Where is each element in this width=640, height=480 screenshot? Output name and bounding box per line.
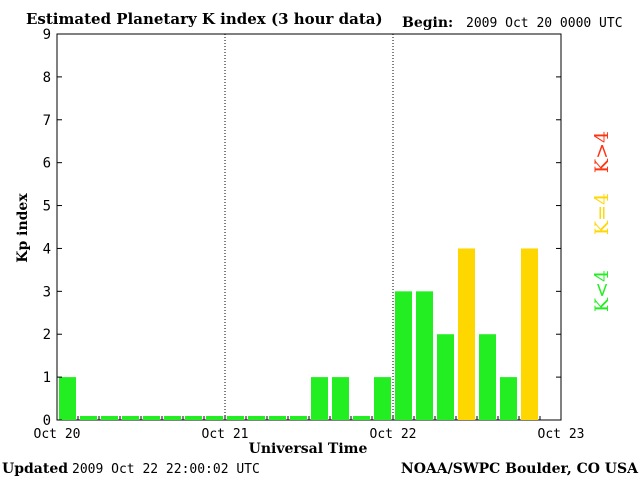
kp-bar: [437, 334, 454, 420]
kp-bar: [479, 334, 496, 420]
x-tick-label: Oct 23: [538, 427, 585, 442]
kp-bar: [353, 416, 370, 420]
x-axis-label: Universal Time: [249, 441, 368, 457]
legend-k-greater-4: K>4: [591, 131, 613, 173]
y-tick-label: 4: [43, 241, 51, 257]
kp-bar: [269, 416, 286, 420]
kp-bar: [500, 377, 517, 420]
kp-bar: [227, 416, 244, 420]
begin-label: Begin:: [402, 15, 453, 31]
source-credit: NOAA/SWPC Boulder, CO USA: [401, 461, 639, 477]
y-tick-label: 0: [43, 413, 51, 429]
kp-bar: [59, 377, 76, 420]
y-axis-ticks: 0 1 2 3 4 5 6 7 8 9: [43, 27, 561, 429]
bars: [59, 248, 538, 420]
legend-k-less-4: K<4: [591, 270, 613, 312]
y-tick-label: 3: [43, 284, 51, 300]
kp-bar: [395, 291, 412, 420]
x-tick-label: Oct 22: [370, 427, 417, 442]
updated-label: Updated: [2, 461, 68, 477]
kp-bar: [248, 416, 265, 420]
day-gridlines: [224, 34, 394, 420]
x-tick-label: Oct 20: [34, 427, 81, 442]
y-tick-label: 1: [43, 370, 51, 386]
y-tick-label: 5: [43, 199, 51, 215]
y-tick-label: 2: [43, 327, 51, 343]
kp-bar: [416, 291, 433, 420]
chart-title: Estimated Planetary K index (3 hour data…: [26, 10, 383, 28]
kp-bar: [122, 416, 139, 420]
kp-bar: [521, 248, 538, 420]
kp-bar: [143, 416, 160, 420]
kp-bar: [185, 416, 202, 420]
y-tick-label: 8: [43, 70, 51, 86]
updated-value: 2009 Oct 22 22:00:02 UTC: [72, 462, 260, 477]
kp-bar: [458, 248, 475, 420]
y-tick-label: 9: [43, 27, 51, 43]
y-axis-label: Kp index: [15, 193, 31, 263]
x-tick-label: Oct 21: [202, 427, 249, 442]
y-tick-label: 7: [43, 113, 51, 129]
kp-bar: [311, 377, 328, 420]
kp-bar: [374, 377, 391, 420]
kp-bar: [101, 416, 118, 420]
legend-k-equal-4: K=4: [591, 193, 613, 235]
x-axis-ticks: Oct 20 Oct 21 Oct 22 Oct 23: [34, 416, 585, 442]
kp-bar: [290, 416, 307, 420]
kp-bar: [332, 377, 349, 420]
y-tick-label: 6: [43, 156, 51, 172]
begin-value: 2009 Oct 20 0000 UTC: [466, 16, 623, 31]
kp-bar: [206, 416, 223, 420]
kp-bar: [164, 416, 181, 420]
kp-bar: [80, 416, 97, 420]
